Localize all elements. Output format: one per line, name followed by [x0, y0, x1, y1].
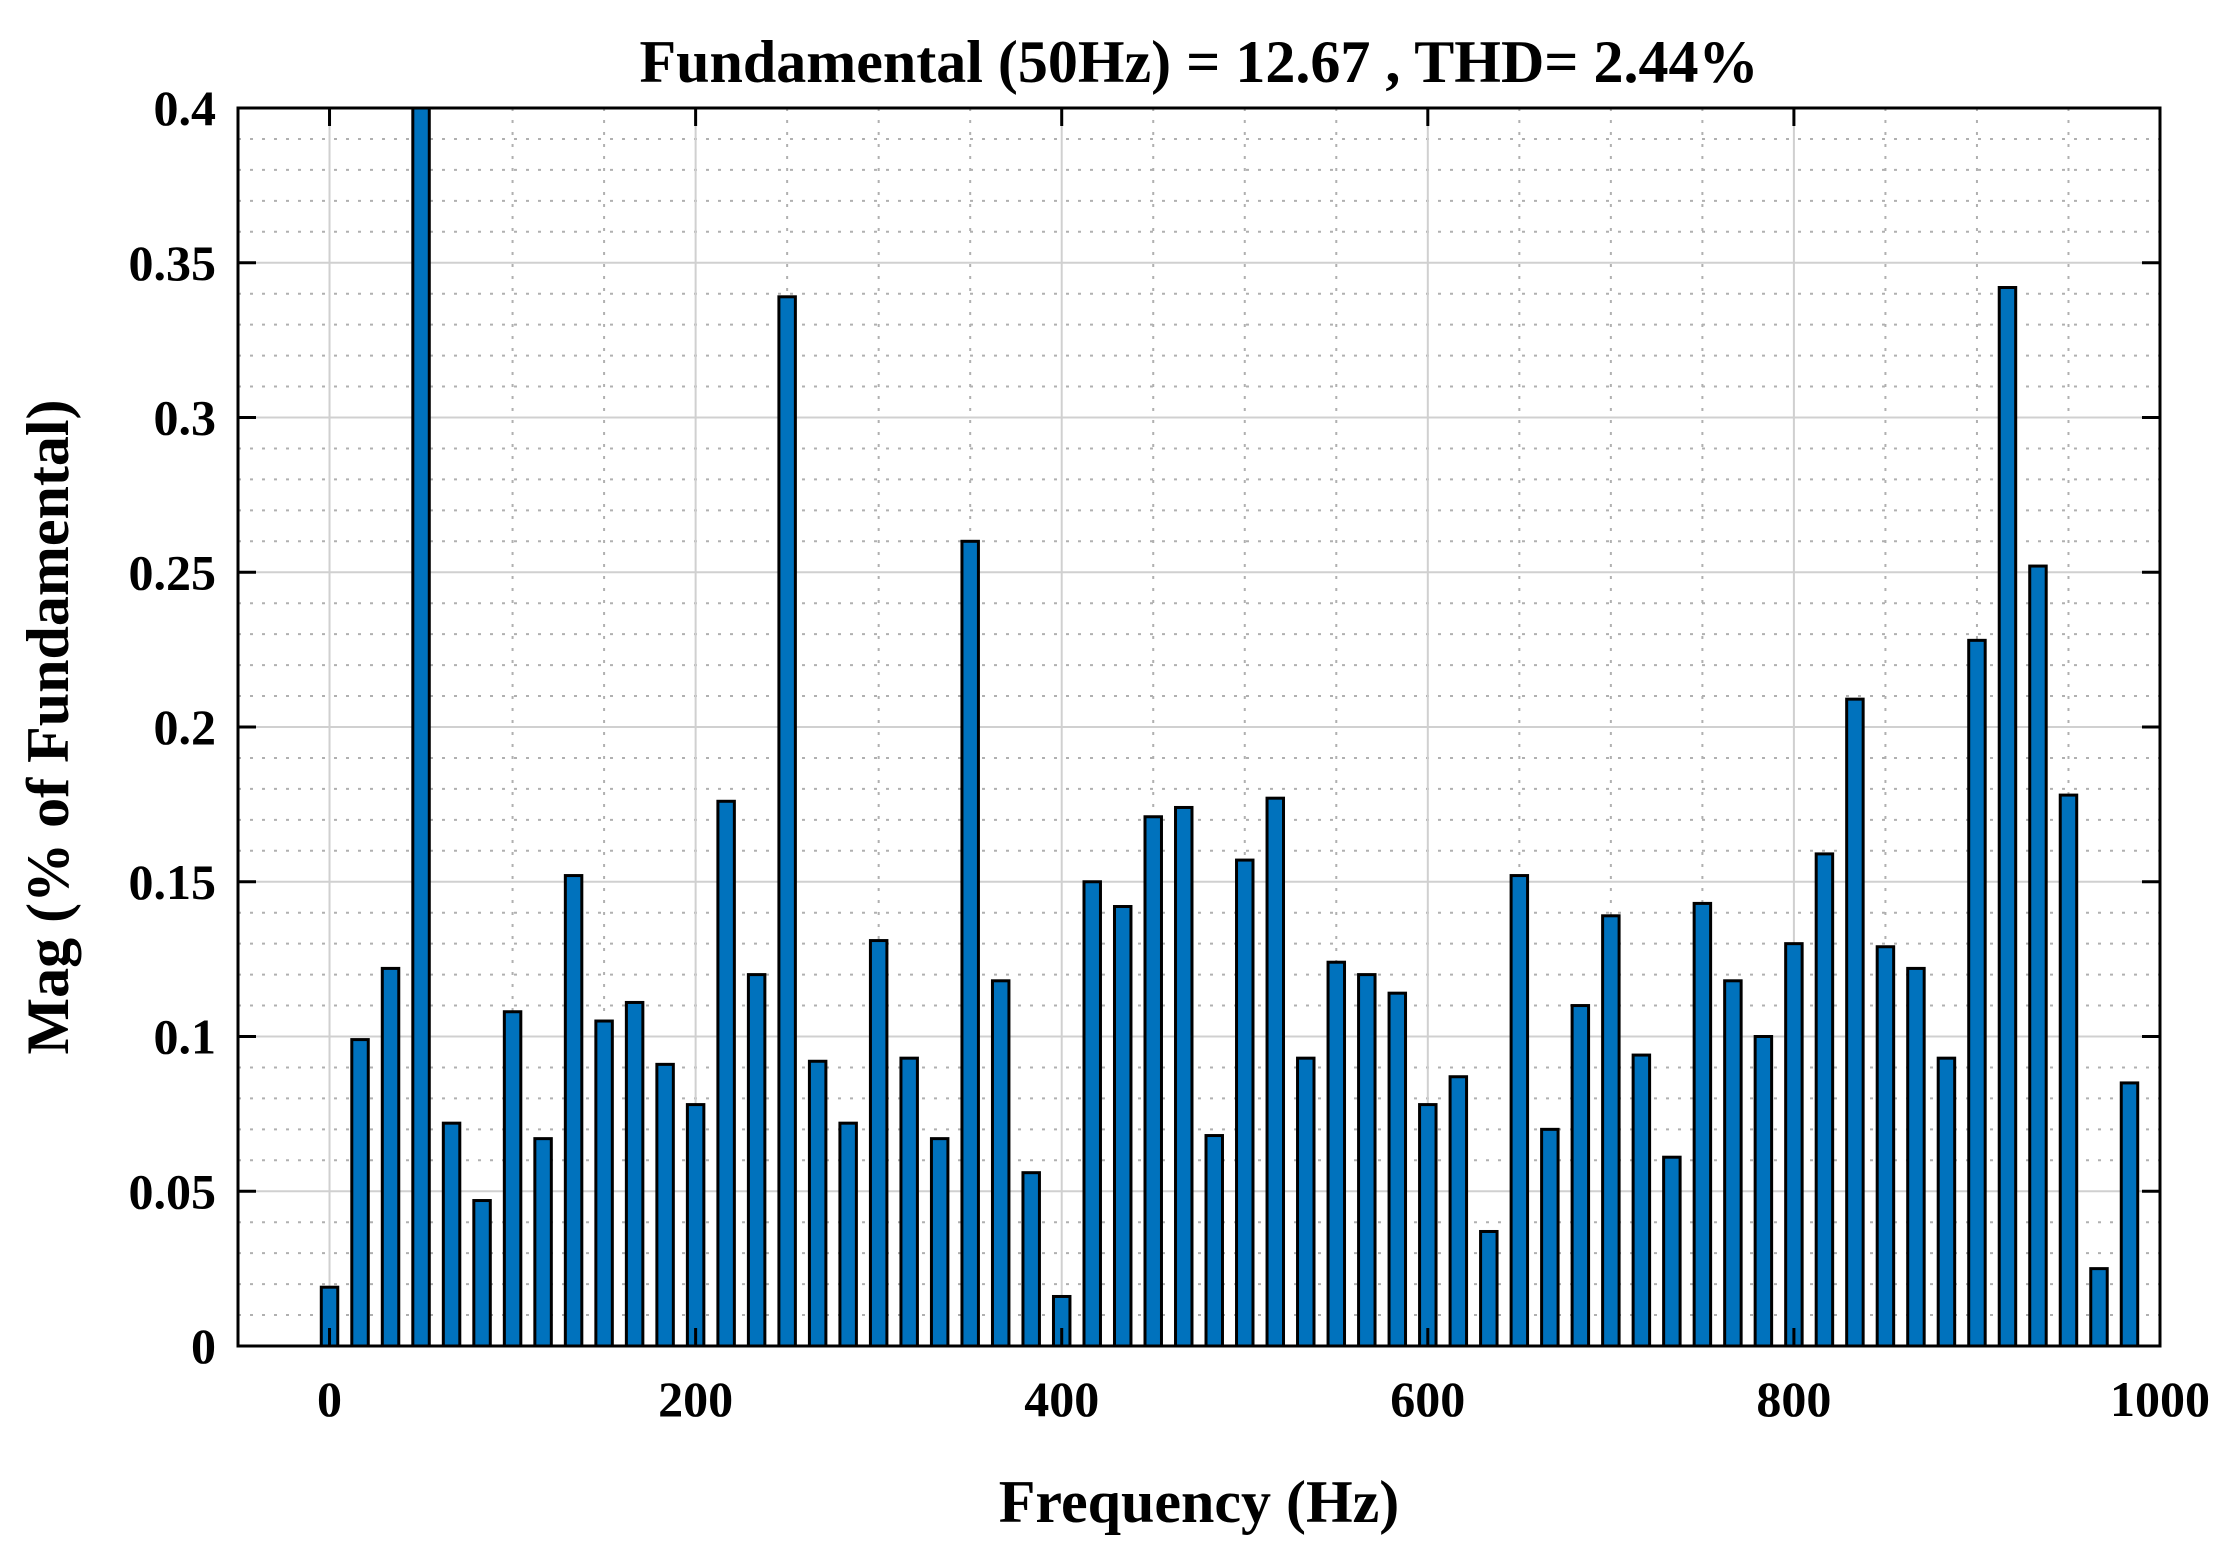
chart-title: Fundamental (50Hz) = 12.67 , THD= 2.44% [640, 29, 1759, 95]
bars [319, 106, 2140, 1348]
bar [1479, 1229, 1499, 1348]
y-tick-label: 0.4 [154, 80, 217, 136]
bar [1723, 979, 1743, 1348]
y-tick-label: 0 [191, 1318, 216, 1374]
bar [1021, 1171, 1041, 1348]
bar [990, 979, 1011, 1348]
bar [1387, 991, 1408, 1348]
y-axis-label: Mag (% of Fundamental) [15, 400, 81, 1055]
bar [1143, 815, 1163, 1348]
bar [1357, 973, 1377, 1348]
bar [777, 295, 797, 1348]
bar [2089, 1267, 2109, 1348]
bar [1570, 1004, 1591, 1348]
bar [838, 1121, 858, 1348]
x-axis-label: Frequency (Hz) [999, 1469, 1399, 1535]
bar [472, 1199, 492, 1348]
y-axis-tick-labels: 0 0.05 0.1 0.15 0.2 0.25 0.3 0.35 0.4 [129, 80, 217, 1374]
bar [746, 973, 767, 1348]
bar [1814, 852, 1835, 1348]
x-tick-label: 600 [1390, 1371, 1465, 1427]
y-tick-label: 0.35 [129, 235, 217, 291]
bar [441, 1121, 462, 1348]
bar [563, 874, 584, 1348]
bar [1784, 942, 1804, 1348]
y-tick-label: 0.2 [154, 699, 217, 755]
bar [1448, 1075, 1469, 1348]
x-tick-label: 1000 [2110, 1371, 2210, 1427]
bar [1936, 1056, 1957, 1348]
bar [1082, 880, 1102, 1348]
y-tick-label: 0.05 [129, 1163, 217, 1219]
grid [238, 107, 2161, 1347]
bar [899, 1056, 919, 1348]
bar [1906, 966, 1926, 1348]
bar [655, 1062, 675, 1348]
bar [1540, 1127, 1560, 1348]
y-tick-label: 0.25 [129, 544, 217, 600]
bar [1601, 914, 1621, 1348]
bar [1296, 1056, 1316, 1348]
y-tick-label: 0.3 [154, 390, 217, 446]
bar [685, 1103, 706, 1348]
bar [1631, 1053, 1652, 1348]
y-tick-label: 0.15 [129, 854, 217, 910]
bar [868, 939, 889, 1348]
x-axis-tick-labels: 0 200 400 600 800 1000 [317, 1371, 2210, 1427]
bar [807, 1059, 828, 1348]
axis-ticks [238, 106, 2162, 1348]
bar [1112, 905, 1133, 1348]
bar [1753, 1035, 1774, 1348]
bar [1509, 874, 1530, 1348]
bar [533, 1137, 553, 1348]
x-tick-label: 200 [658, 1371, 733, 1427]
bar [1845, 697, 1865, 1348]
bar [1875, 945, 1896, 1348]
bar [2058, 793, 2079, 1348]
bar [1692, 901, 1713, 1348]
bar [1235, 858, 1255, 1348]
bar [2119, 1081, 2140, 1348]
y-tick-label: 0.1 [154, 1009, 217, 1065]
bar [1662, 1155, 1682, 1348]
bar [1997, 286, 2018, 1348]
bar [594, 1019, 614, 1348]
bar [502, 1010, 523, 1348]
bar [1265, 796, 1286, 1348]
bar [1326, 960, 1347, 1348]
bar [411, 106, 431, 1348]
bar [960, 539, 980, 1348]
x-tick-label: 0 [317, 1371, 342, 1427]
bar [1174, 805, 1194, 1348]
bar [624, 1000, 645, 1348]
bar [1418, 1103, 1438, 1348]
x-tick-label: 400 [1024, 1371, 1099, 1427]
x-tick-label: 800 [1756, 1371, 1831, 1427]
bar [1967, 638, 1987, 1348]
bar [1204, 1134, 1224, 1348]
bar [716, 799, 736, 1348]
bar [380, 966, 401, 1348]
bar [2028, 564, 2048, 1348]
bar [929, 1137, 950, 1348]
bar [350, 1038, 370, 1348]
